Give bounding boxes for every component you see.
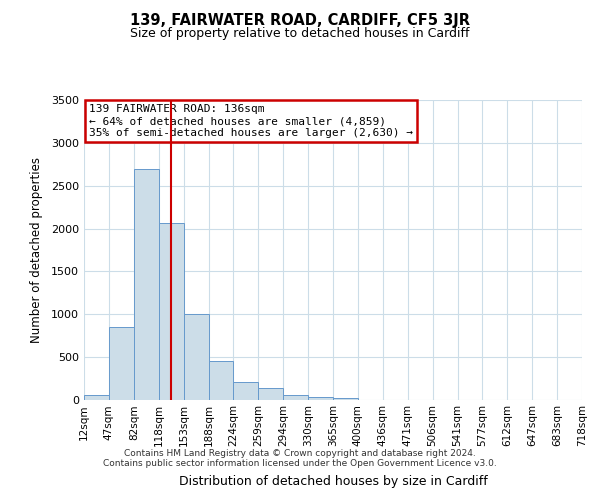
Bar (159, 224, 184, 400)
Bar (209, 360, 233, 400)
Bar (283, 396, 308, 400)
Text: Distribution of detached houses by size in Cardiff: Distribution of detached houses by size … (179, 474, 487, 488)
Text: 139 FAIRWATER ROAD: 136sqm
← 64% of detached houses are smaller (4,859)
35% of s: 139 FAIRWATER ROAD: 136sqm ← 64% of deta… (89, 104, 413, 138)
Bar (109, 327, 134, 400)
Text: Contains public sector information licensed under the Open Government Licence v3: Contains public sector information licen… (103, 458, 497, 468)
Y-axis label: Number of detached properties: Number of detached properties (29, 157, 43, 343)
Text: 139, FAIRWATER ROAD, CARDIFF, CF5 3JR: 139, FAIRWATER ROAD, CARDIFF, CF5 3JR (130, 12, 470, 28)
Bar (333, 398, 358, 400)
Bar (134, 168, 159, 400)
Bar (184, 314, 209, 400)
Bar (259, 388, 283, 400)
Text: Size of property relative to detached houses in Cardiff: Size of property relative to detached ho… (130, 28, 470, 40)
Bar (308, 398, 333, 400)
Bar (233, 382, 259, 400)
Bar (84, 396, 109, 400)
Text: Contains HM Land Registry data © Crown copyright and database right 2024.: Contains HM Land Registry data © Crown c… (124, 448, 476, 458)
